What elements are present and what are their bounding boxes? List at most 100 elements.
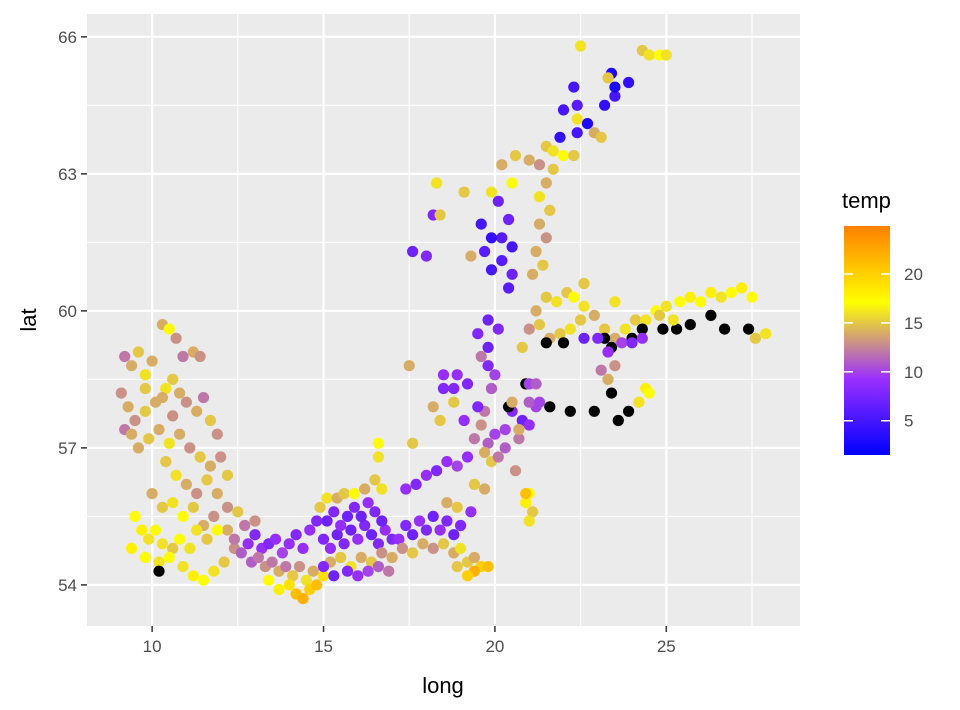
- data-point: [263, 574, 275, 586]
- data-point: [588, 405, 600, 417]
- data-point: [126, 360, 138, 372]
- data-point: [359, 483, 371, 495]
- data-point: [420, 524, 432, 536]
- data-point: [506, 177, 518, 189]
- data-point: [407, 437, 419, 449]
- data-point: [297, 542, 309, 555]
- data-point: [571, 99, 583, 111]
- data-point: [167, 373, 179, 385]
- data-point: [139, 405, 151, 417]
- data-point: [581, 118, 594, 130]
- data-point: [540, 177, 552, 189]
- data-point: [533, 319, 546, 331]
- data-point: [170, 469, 182, 481]
- data-point: [609, 81, 621, 93]
- legend-ticks: 5 10 15 20: [844, 265, 923, 431]
- data-point: [139, 369, 151, 381]
- data-point: [431, 177, 443, 189]
- data-point: [468, 551, 480, 564]
- data-point: [475, 218, 487, 230]
- data-point: [180, 396, 192, 408]
- data-point: [465, 250, 477, 262]
- data-point: [595, 131, 607, 143]
- data-point: [420, 469, 432, 481]
- data-point: [208, 565, 220, 577]
- data-point: [530, 378, 542, 390]
- data-point: [348, 488, 360, 500]
- data-point: [736, 282, 748, 294]
- data-point: [719, 323, 731, 335]
- data-point: [520, 488, 532, 500]
- data-point: [211, 488, 223, 500]
- data-point: [626, 337, 638, 349]
- data-point: [527, 268, 539, 280]
- data-point: [640, 314, 652, 326]
- data-point: [273, 583, 285, 596]
- data-point: [725, 287, 738, 299]
- data-point: [636, 323, 648, 335]
- data-point: [287, 570, 299, 582]
- data-point: [571, 127, 583, 139]
- data-point: [472, 328, 484, 340]
- data-point: [252, 551, 264, 564]
- data-point: [338, 538, 350, 550]
- data-point: [557, 104, 570, 116]
- data-point: [575, 40, 587, 52]
- legend-tick-label: 10: [904, 363, 923, 382]
- data-point: [197, 574, 210, 586]
- data-point: [177, 350, 189, 363]
- data-point: [479, 446, 491, 458]
- data-point: [317, 570, 330, 582]
- data-point: [153, 424, 165, 436]
- data-point: [509, 465, 522, 477]
- data-point: [653, 309, 666, 321]
- data-point: [328, 570, 340, 582]
- data-point: [143, 533, 155, 545]
- data-point: [540, 337, 552, 349]
- data-point: [177, 510, 189, 522]
- data-point: [400, 519, 412, 532]
- data-point: [376, 547, 388, 559]
- data-point: [321, 515, 333, 527]
- data-point: [434, 414, 446, 427]
- data-point: [407, 245, 419, 258]
- data-point: [136, 524, 148, 536]
- data-point: [441, 456, 453, 468]
- data-point: [163, 323, 175, 335]
- data-point: [348, 501, 360, 513]
- data-point: [695, 296, 707, 308]
- data-point: [352, 533, 364, 545]
- data-point: [461, 451, 474, 463]
- data-point: [184, 442, 196, 454]
- data-point: [602, 373, 614, 385]
- data-point: [684, 291, 696, 303]
- data-point: [458, 414, 470, 427]
- data-point: [204, 414, 216, 427]
- data-point: [174, 533, 186, 545]
- data-point: [311, 579, 323, 591]
- data-point: [489, 369, 501, 381]
- data-point: [407, 547, 419, 559]
- data-point: [551, 296, 563, 308]
- data-point: [564, 323, 576, 335]
- data-point: [455, 519, 467, 532]
- data-point: [527, 506, 539, 518]
- data-point: [191, 524, 203, 536]
- data-point: [578, 277, 590, 290]
- data-point: [383, 565, 395, 577]
- data-point: [523, 396, 535, 408]
- data-point: [352, 570, 364, 582]
- data-point: [126, 428, 138, 440]
- data-point: [132, 442, 144, 454]
- data-point: [540, 291, 552, 303]
- data-point: [609, 90, 621, 102]
- data-point: [372, 538, 384, 550]
- data-point: [684, 319, 696, 331]
- data-point: [167, 542, 179, 555]
- data-point: [660, 49, 672, 61]
- data-point: [204, 460, 216, 472]
- y-tick-label: 66: [58, 28, 77, 47]
- data-point: [588, 309, 600, 321]
- data-point: [657, 323, 669, 335]
- data-point: [146, 488, 158, 500]
